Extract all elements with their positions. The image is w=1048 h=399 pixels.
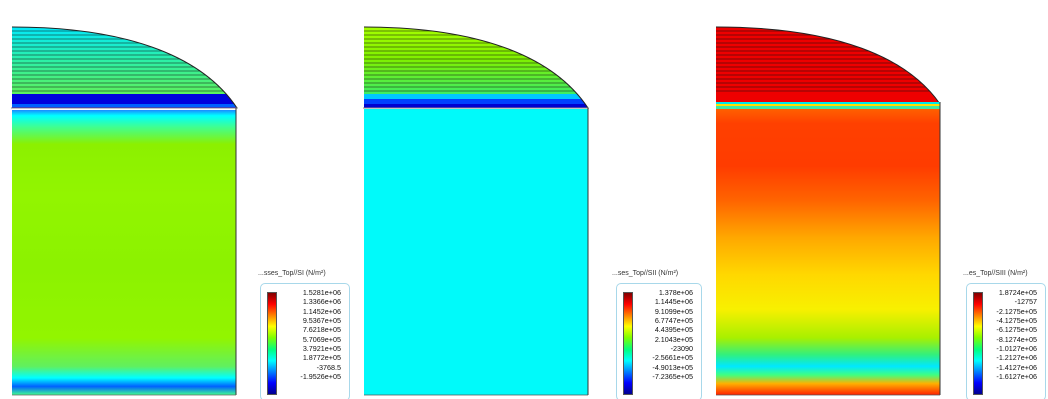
legend-value: -1.0127e+06 xyxy=(996,344,1037,354)
legend-value: -12757 xyxy=(1014,297,1037,307)
legend-box-si: 1.5281e+06 1.3366e+06 1.1452e+06 9.5367e… xyxy=(260,283,350,399)
contour-panel-sii: ...ses_Top//SII (N/m²) 1.378e+06 1.1445e… xyxy=(350,0,710,399)
legend-value: 6.7747e+05 xyxy=(654,316,693,326)
body-region-siii xyxy=(716,109,940,395)
legend-value: -1.2127e+06 xyxy=(996,353,1037,363)
legend-value: -23090 xyxy=(670,344,693,354)
legend-title-sii: ...ses_Top//SII (N/m²) xyxy=(612,270,679,277)
legend-title-si: ...sses_Top//SI (N/m²) xyxy=(258,270,326,277)
legend-value: 1.3366e+06 xyxy=(302,297,341,307)
legend-value: 2.1043e+05 xyxy=(654,334,693,344)
body-region-si xyxy=(12,110,236,395)
legend-value: -4.1275e+05 xyxy=(996,316,1037,326)
body-region-sii xyxy=(364,109,588,395)
contour-plot-si xyxy=(11,26,238,396)
contour-plot-siii xyxy=(715,26,941,396)
legend-value: 1.5281e+06 xyxy=(302,288,341,297)
legend-value: -7.2365e+05 xyxy=(652,372,693,382)
legend-value: -1.6127e+06 xyxy=(996,372,1037,382)
contour-plot-sii xyxy=(363,26,589,396)
legend-box-sii: 1.378e+06 1.1445e+06 9.1099e+05 6.7747e+… xyxy=(616,283,702,399)
legend-value: -3768.5 xyxy=(316,362,341,372)
legend-value: 4.4395e+05 xyxy=(654,325,693,335)
legend-value: 1.378e+06 xyxy=(658,288,693,297)
legend-labels-si: 1.5281e+06 1.3366e+06 1.1452e+06 9.5367e… xyxy=(300,288,341,381)
legend-value: 5.7069e+05 xyxy=(302,334,341,344)
legend-value: 1.8772e+05 xyxy=(302,353,341,363)
legend-value: 1.1452e+06 xyxy=(302,306,341,316)
colorbar-si xyxy=(267,292,277,395)
legend-value: 1.8724e+05 xyxy=(998,288,1037,297)
legend-value: 9.5367e+05 xyxy=(302,316,341,326)
legend-value: -1.4127e+06 xyxy=(996,362,1037,372)
legend-value: 3.7921e+05 xyxy=(302,344,341,354)
legend-value: 9.1099e+05 xyxy=(654,306,693,316)
legend-labels-siii: 1.8724e+05 -12757 -2.1275e+05 -4.1275e+0… xyxy=(996,288,1037,381)
legend-value: -6.1275e+05 xyxy=(996,325,1037,335)
legend-value: -8.1274e+05 xyxy=(996,334,1037,344)
legend-value: 1.1445e+06 xyxy=(654,297,693,307)
legend-value: -2.5661e+05 xyxy=(652,353,693,363)
legend-title-siii: ...es_Top//SIII (N/m²) xyxy=(963,270,1028,277)
legend-value: -1.9526e+05 xyxy=(300,372,341,382)
colorbar-siii xyxy=(973,292,983,395)
contour-panel-siii: ...es_Top//SIII (N/m²) 1.8724e+05 -12757… xyxy=(705,0,1048,399)
legend-value: 7.6218e+05 xyxy=(302,325,341,335)
colorbar-sii xyxy=(623,292,633,395)
legend-box-siii: 1.8724e+05 -12757 -2.1275e+05 -4.1275e+0… xyxy=(966,283,1046,399)
dome-region-sii xyxy=(364,27,588,108)
legend-value: -4.9013e+05 xyxy=(652,362,693,372)
contour-panel-si: ...sses_Top//SI (N/m²) 1.5281e+06 1.3366… xyxy=(0,0,350,399)
dome-region-siii xyxy=(716,27,940,104)
dome-region-si xyxy=(12,27,237,108)
legend-value: -2.1275e+05 xyxy=(996,306,1037,316)
legend-labels-sii: 1.378e+06 1.1445e+06 9.1099e+05 6.7747e+… xyxy=(652,288,693,381)
